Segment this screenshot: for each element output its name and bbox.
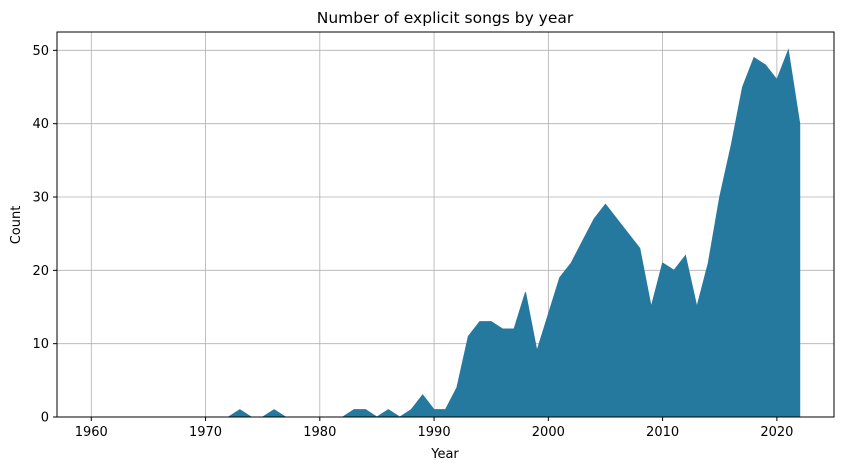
- x-tick-label: 1970: [189, 425, 222, 440]
- plot-frame: [56, 31, 835, 418]
- y-axis-label: Count: [9, 206, 24, 245]
- x-tick-label: 1980: [303, 425, 336, 440]
- x-tick-label: 1990: [418, 425, 451, 440]
- chart-title: Number of explicit songs by year: [317, 9, 574, 27]
- x-tick-label: 2000: [532, 425, 565, 440]
- y-tick-label: 50: [32, 44, 49, 59]
- y-tick-label: 40: [32, 117, 49, 132]
- y-tick-label: 20: [32, 264, 49, 279]
- x-axis-label: Year: [430, 447, 459, 462]
- y-tick-label: 30: [32, 191, 49, 206]
- x-tick-label: 2020: [760, 425, 793, 440]
- x-tick-label: 2010: [646, 425, 679, 440]
- y-tick-label: 10: [32, 337, 49, 352]
- x-tick-label: 1960: [75, 425, 108, 440]
- axis-ticks: 1960 1970 1980 1990 2000 2010 2020 0 10 20 30 40 50: [32, 44, 793, 440]
- y-tick-label: 0: [41, 411, 49, 426]
